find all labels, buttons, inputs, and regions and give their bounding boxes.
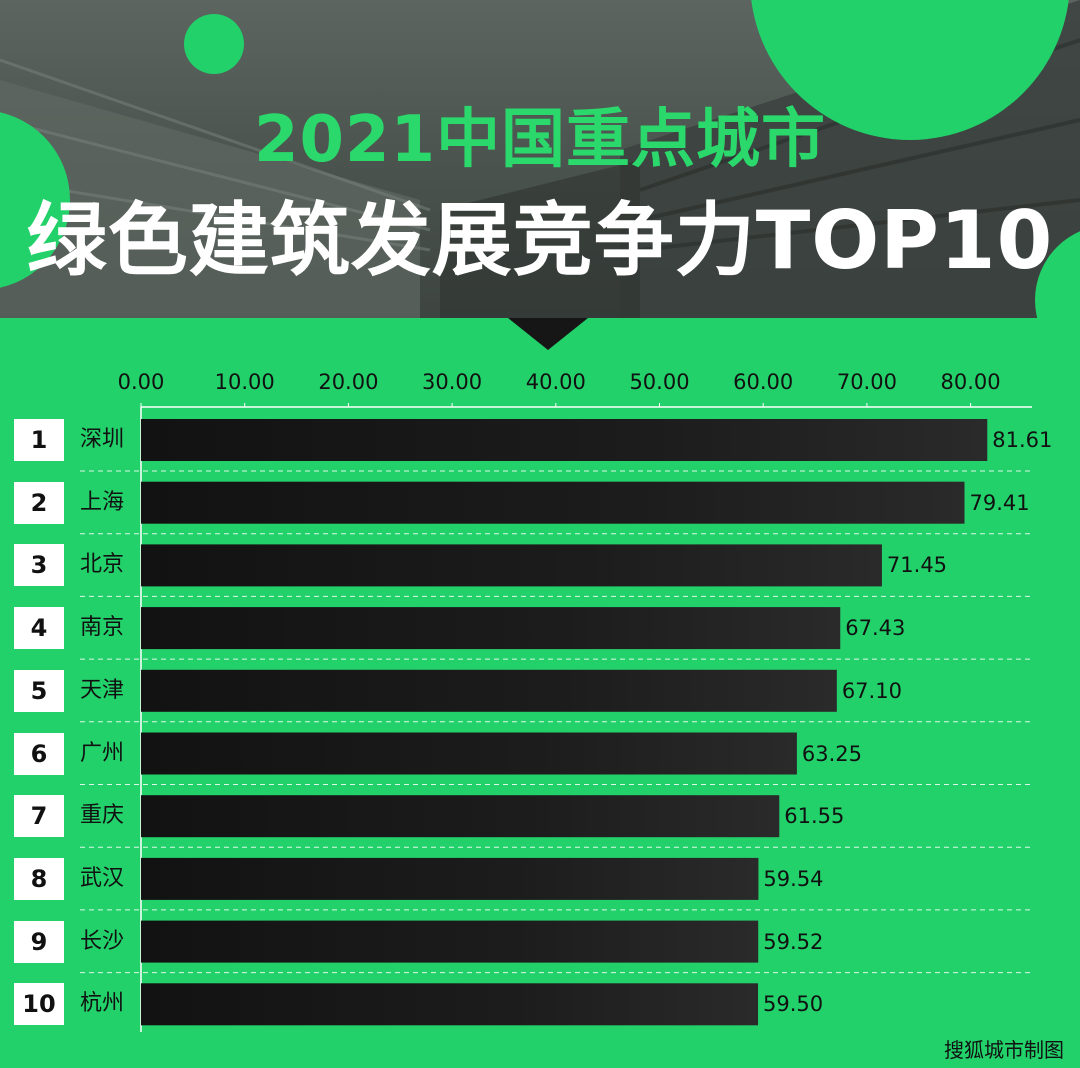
data-label: 71.45 xyxy=(886,553,948,578)
category-label: 上海 xyxy=(80,489,125,515)
data-label: 61.55 xyxy=(784,804,845,829)
bar-武汉 xyxy=(141,857,759,900)
category-label: 深圳 xyxy=(80,427,125,452)
x-tick-label: 10.00 xyxy=(214,370,275,394)
category-label: 杭州 xyxy=(80,991,125,1017)
category-label: 长沙 xyxy=(80,928,125,954)
data-label: 59.52 xyxy=(763,929,824,954)
data-label: 67.43 xyxy=(845,616,906,641)
header-pointer-triangle xyxy=(508,318,588,350)
bar-重庆 xyxy=(141,795,780,838)
rank-badge: 3 xyxy=(14,544,64,587)
category-label: 南京 xyxy=(80,615,125,641)
rank-badge: 1 xyxy=(14,419,64,461)
data-label: 59.54 xyxy=(763,866,824,891)
data-label: 81.61 xyxy=(992,428,1053,452)
bar-杭州 xyxy=(141,983,759,1026)
rank-badge: 8 xyxy=(14,857,64,900)
header-banner: 2021中国重点城市 绿色建筑发展竞争力TOP10 xyxy=(0,0,1080,318)
bar-深圳 xyxy=(141,419,988,461)
decor-circle-right xyxy=(1035,231,1080,318)
decor-circle-small xyxy=(184,14,244,74)
rank-badge: 2 xyxy=(14,481,64,524)
bar-南京 xyxy=(141,607,841,650)
bar-天津 xyxy=(141,669,837,712)
x-tick-label: 60.00 xyxy=(733,370,794,394)
rank-badge: 6 xyxy=(14,732,64,775)
rank-badge: 7 xyxy=(14,795,64,838)
bar-广州 xyxy=(141,732,797,775)
decor-circle-left xyxy=(0,112,70,288)
category-label: 天津 xyxy=(80,677,125,703)
data-label: 67.10 xyxy=(841,678,902,703)
source-credit: 搜狐城市制图 xyxy=(944,1038,1064,1062)
title-line-2: 绿色建筑发展竞争力TOP10 xyxy=(26,194,1054,287)
data-label: 63.25 xyxy=(801,741,863,766)
rank-badge: 10 xyxy=(14,983,64,1026)
rank-badge: 5 xyxy=(14,669,64,712)
data-label: 79.41 xyxy=(969,490,1030,515)
rank-badge: 4 xyxy=(14,607,64,650)
x-tick-label: 20.00 xyxy=(318,370,379,394)
x-tick-label: 40.00 xyxy=(525,370,586,394)
x-tick-label: 70.00 xyxy=(836,370,897,394)
x-tick-label: 50.00 xyxy=(629,370,690,394)
x-tick-label: 30.00 xyxy=(422,370,483,394)
category-label: 广州 xyxy=(80,740,125,766)
bar-上海 xyxy=(141,481,965,524)
bar-长沙 xyxy=(141,920,759,963)
x-tick-label: 80.00 xyxy=(940,370,1001,394)
category-label: 重庆 xyxy=(80,803,125,829)
decor-circle-top-right xyxy=(751,0,1069,140)
category-label: 北京 xyxy=(80,552,125,578)
data-label: 59.50 xyxy=(763,992,824,1017)
category-label: 武汉 xyxy=(80,865,125,891)
title-line-1: 2021中国重点城市 xyxy=(253,103,827,177)
bar-北京 xyxy=(141,544,882,587)
rank-badge: 9 xyxy=(14,920,64,963)
x-tick-label: 0.00 xyxy=(117,370,165,394)
header-background-image xyxy=(0,0,1080,318)
